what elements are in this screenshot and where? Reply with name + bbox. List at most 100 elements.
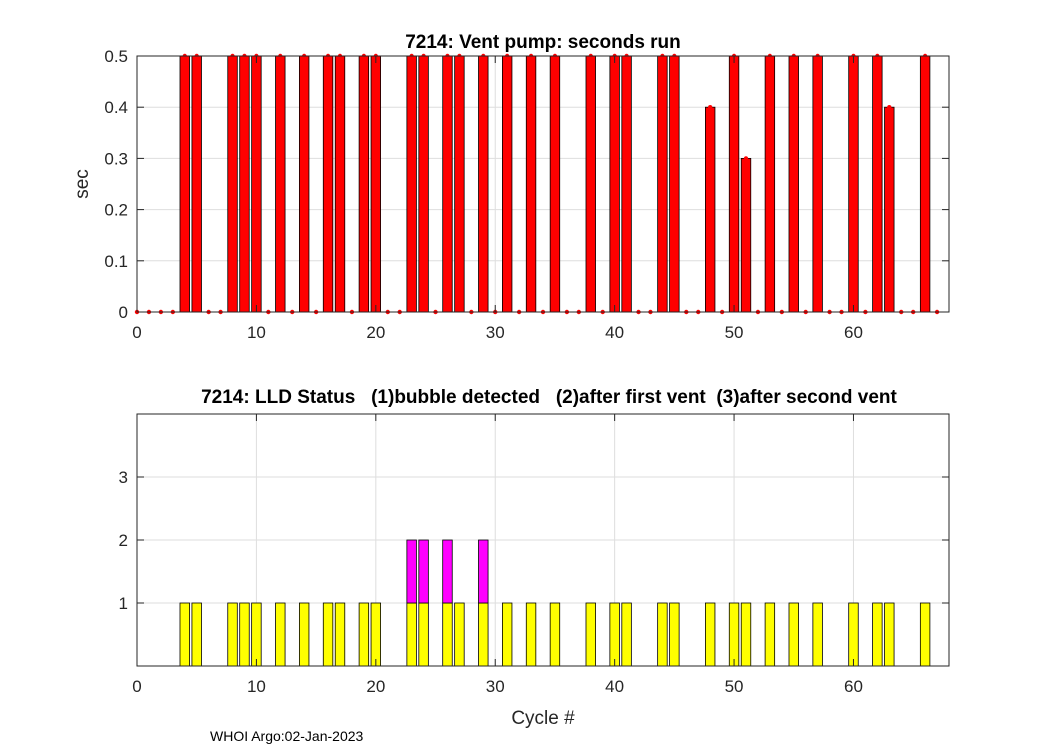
vent-pump-bar: [478, 55, 489, 313]
vent-pump-bar: [501, 55, 513, 313]
lld-after-first-vent-bar: [478, 539, 489, 604]
vent-pump-ytick-label: 0.1: [104, 252, 128, 271]
vent-pump-xtick-label: 50: [725, 323, 744, 342]
lld-status-bars: [179, 539, 931, 667]
lld-bubble-detected-bar: [334, 602, 346, 667]
vent-pump-axes: 0 10 20 30 40 50 60 0 0.1 0.2 0.3 0.4 0.5 7214: Vent…: [72, 32, 950, 342]
vent-pump-bar: [334, 55, 346, 313]
lld-bubble-detected-bar: [740, 602, 752, 667]
lld-bubble-detected-bar: [669, 602, 680, 667]
vent-pump-xtick-label: 10: [247, 323, 266, 342]
lld-status-xtick-label: 60: [844, 677, 863, 696]
lld-bubble-detected-bar: [418, 602, 429, 667]
lld-status-xtick-label: 0: [132, 677, 141, 696]
lld-bubble-detected-bar: [872, 602, 883, 667]
vent-pump-bar: [705, 106, 716, 313]
lld-bubble-detected-bar: [478, 602, 489, 667]
footer-credit: WHOI Argo:02-Jan-2023: [210, 728, 364, 744]
lld-bubble-detected-bar: [812, 602, 823, 667]
vent-pump-bar: [454, 55, 465, 313]
lld-status-xtick-label: 40: [605, 677, 624, 696]
lld-bubble-detected-bar: [549, 602, 561, 667]
vent-pump-bar: [728, 55, 740, 313]
lld-status-xtick-label: 50: [725, 677, 744, 696]
lld-after-first-vent-bar: [442, 539, 453, 604]
vent-pump-ytick-label: 0: [119, 303, 128, 322]
vent-pump-bar: [251, 55, 262, 313]
vent-pump-bars: [179, 55, 931, 313]
vent-pump-bar: [239, 55, 250, 313]
vent-pump-bar: [227, 55, 238, 313]
lld-status-ytick-label: 2: [119, 531, 128, 550]
vent-pump-bar: [848, 55, 859, 313]
lld-bubble-detected-bar: [884, 602, 895, 667]
vent-pump-xtick-label: 0: [132, 323, 141, 342]
vent-pump-bar: [585, 55, 596, 313]
lld-after-first-vent-bar: [418, 539, 429, 604]
vent-pump-bar: [525, 55, 537, 313]
lld-bubble-detected-bar: [919, 602, 931, 667]
lld-bubble-detected-bar: [179, 602, 190, 667]
vent-pump-bar: [669, 55, 680, 313]
lld-status-ytick-label: 3: [119, 468, 128, 487]
lld-bubble-detected-bar: [322, 602, 334, 667]
vent-pump-ylabel: sec: [72, 169, 93, 199]
lld-bubble-detected-bar: [585, 602, 596, 667]
vent-pump-bar: [442, 55, 453, 313]
lld-bubble-detected-bar: [609, 602, 620, 667]
lld-bubble-detected-bar: [298, 602, 310, 667]
lld-status-ticks: 0 10 20 30 40 50 60 1 2 3: [119, 414, 949, 696]
lld-status-title: 7214: LLD Status (1)bubble detected (2)a…: [201, 387, 897, 408]
vent-pump-xtick-label: 40: [605, 323, 624, 342]
lld-bubble-detected-bar: [728, 602, 740, 667]
vent-pump-ytick-label: 0.2: [104, 201, 128, 220]
lld-status-xlabel: Cycle #: [511, 708, 575, 729]
vent-pump-bar: [275, 55, 286, 313]
vent-pump-ytick-label: 0.4: [104, 98, 128, 117]
lld-status-ytick-label: 1: [119, 594, 128, 613]
vent-pump-ytick-label: 0.3: [104, 149, 128, 168]
vent-pump-bar: [370, 55, 381, 313]
vent-pump-bar: [298, 55, 310, 313]
vent-pump-bar: [740, 157, 752, 313]
lld-status-xtick-label: 30: [486, 677, 505, 696]
vent-pump-bar: [884, 106, 895, 313]
vent-pump-xtick-label: 30: [486, 323, 505, 342]
vent-pump-bar: [764, 55, 776, 313]
lld-bubble-detected-bar: [848, 602, 859, 667]
vent-pump-bar: [406, 55, 417, 313]
vent-pump-marker: [707, 105, 713, 110]
vent-pump-bar: [549, 55, 561, 313]
lld-bubble-detected-bar: [227, 602, 238, 667]
vent-pump-title: 7214: Vent pump: seconds run: [405, 32, 681, 53]
vent-pump-bar: [919, 55, 931, 313]
lld-status-xtick-label: 10: [247, 677, 266, 696]
lld-bubble-detected-bar: [788, 602, 799, 667]
lld-bubble-detected-bar: [501, 602, 513, 667]
lld-status-axes: 0 10 20 30 40 50 60 1 2 3 7214: LLD Status (1)bub…: [119, 387, 950, 729]
lld-bubble-detected-bar: [251, 602, 262, 667]
lld-bubble-detected-bar: [239, 602, 250, 667]
lld-bubble-detected-bar: [621, 602, 632, 667]
lld-bubble-detected-bar: [657, 602, 668, 667]
vent-pump-bar: [872, 55, 883, 313]
vent-pump-ticks: 0 10 20 30 40 50 60 0 0.1 0.2 0.3 0.4 0.5: [104, 47, 949, 342]
vent-pump-bar: [657, 55, 668, 313]
lld-bubble-detected-bar: [370, 602, 381, 667]
lld-bubble-detected-bar: [454, 602, 465, 667]
lld-bubble-detected-bar: [764, 602, 776, 667]
vent-pump-bar: [788, 55, 799, 313]
vent-pump-axes-box: [136, 55, 950, 313]
lld-after-first-vent-bar: [406, 539, 417, 604]
vent-pump-bar: [191, 55, 202, 313]
vent-pump-bar: [621, 55, 632, 313]
vent-pump-bar: [609, 55, 620, 313]
vent-pump-marker: [743, 156, 749, 161]
lld-bubble-detected-bar: [525, 602, 537, 667]
lld-bubble-detected-bar: [191, 602, 202, 667]
lld-bubble-detected-bar: [358, 602, 370, 667]
vent-pump-xtick-label: 20: [366, 323, 385, 342]
lld-bubble-detected-bar: [705, 602, 716, 667]
lld-bubble-detected-bar: [442, 602, 453, 667]
